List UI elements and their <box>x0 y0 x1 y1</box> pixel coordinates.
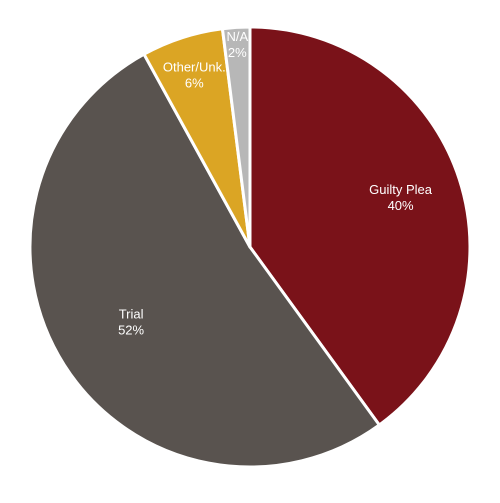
slice-value-n-a: 2% <box>228 45 247 60</box>
slice-value-trial: 52% <box>118 322 144 337</box>
slice-value-guilty-plea: 40% <box>388 198 414 213</box>
slice-label-trial: Trial <box>119 306 144 321</box>
slice-label-other-unk: Other/Unk. <box>163 59 226 74</box>
pie-slice-trial <box>28 52 381 469</box>
slice-label-n-a: N/A <box>226 29 248 44</box>
pie-slice-guilty-plea <box>248 25 472 427</box>
slice-value-other-unk: 6% <box>185 75 204 90</box>
slice-label-guilty-plea: Guilty Plea <box>369 182 433 197</box>
pie-slices <box>28 25 472 469</box>
pie-slice-n-a <box>220 25 252 249</box>
